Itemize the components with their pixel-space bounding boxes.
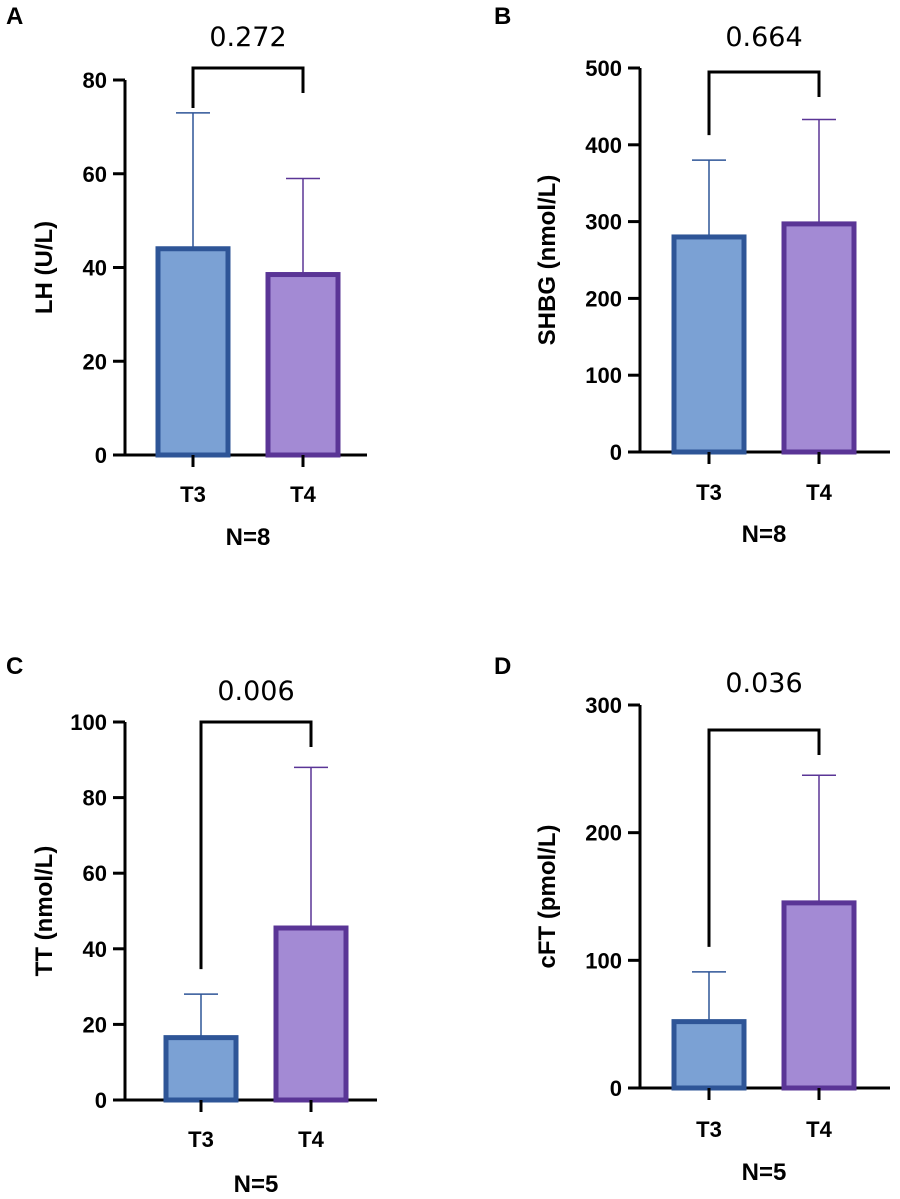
panel-d-letter: D — [494, 653, 511, 680]
panel-d-y-label: cFT (pmol/L) — [534, 825, 561, 969]
panel-b-significance-bracket — [707, 70, 821, 136]
panel-d-x-tick-label-t4: T4 — [806, 1117, 832, 1142]
panel-c-x-tick-label-t3: T3 — [188, 1127, 214, 1152]
panel-d-y-tick-label-2: 200 — [585, 821, 622, 846]
panel-a-x-label: N=8 — [226, 524, 271, 551]
panel-d-bar-t4 — [781, 900, 857, 1091]
panel-b-x-tick-label-t4: T4 — [806, 480, 832, 505]
panel-a-y-tick-label-3: 60 — [83, 162, 107, 187]
panel-a-y-tick-label-1: 20 — [83, 349, 107, 374]
panel-a-y-label: LH (U/L) — [31, 221, 58, 314]
panel-a-significance-bracket — [191, 66, 305, 108]
panel-b-y-tick-label-2: 200 — [585, 286, 622, 311]
panel-b-y-tick-label-3: 300 — [585, 210, 622, 235]
panel-a-y-tick-label-0: 0 — [95, 443, 107, 468]
panel-c-x-tick-label-t4: T4 — [298, 1127, 324, 1152]
panel-b-p-value: 0.664 — [725, 22, 802, 53]
panel-d-significance-bracket — [707, 728, 821, 947]
panel-b-letter: B — [494, 3, 511, 30]
panel-c-bar-t4 — [273, 925, 349, 1103]
panel-c-y-tick-label-2: 40 — [83, 937, 107, 962]
panel-b-y-tick-label-5: 500 — [585, 56, 622, 81]
panel-d-y-tick-label-0: 0 — [610, 1076, 622, 1101]
panel-c-bar-t3 — [163, 1035, 239, 1103]
panel-c-y-tick-label-4: 80 — [83, 786, 107, 811]
panel-c-y-tick-label-0: 0 — [95, 1088, 107, 1113]
panel-a-letter: A — [6, 3, 23, 30]
panel-a-x-tick-label-t4: T4 — [290, 482, 316, 507]
panel-a-bar-t3 — [155, 246, 231, 458]
panel-b-x-tick-label-t3: T3 — [696, 480, 722, 505]
panel-c-y-tick-label-1: 20 — [83, 1012, 107, 1037]
panel-b-bar-t3 — [671, 234, 747, 455]
panel-d-bar-t3 — [671, 1019, 747, 1091]
panel-a-y-tick-label-2: 40 — [83, 256, 107, 281]
panel-b-y-label: SHBG (nmol/L) — [534, 175, 561, 346]
panel-d-x-tick-label-t3: T3 — [696, 1117, 722, 1142]
panel-a-p-value: 0.272 — [209, 22, 286, 53]
panel-c-x-label: N=5 — [234, 1171, 279, 1198]
panel-c-letter: C — [6, 653, 23, 680]
panel-a-x-tick-label-t3: T3 — [180, 482, 206, 507]
panel-c-p-value: 0.006 — [217, 676, 294, 707]
panel-c-significance-bracket — [199, 720, 313, 970]
panel-c-y-label: TT (nmol/L) — [31, 846, 58, 977]
panel-d-y-tick-label-1: 100 — [585, 948, 622, 973]
panel-b-y-tick-label-0: 0 — [610, 440, 622, 465]
panel-c-y-tick-label-3: 60 — [83, 861, 107, 886]
panel-b-bar-t4 — [781, 221, 857, 455]
panel-a-bar-t4 — [265, 272, 341, 458]
panel-b-y-tick-label-4: 400 — [585, 133, 622, 158]
panel-b-y-tick-label-1: 100 — [585, 363, 622, 388]
panel-c-y-tick-label-5: 100 — [70, 710, 107, 735]
panel-d-x-label: N=5 — [742, 1159, 787, 1186]
panel-d-y-tick-label-3: 300 — [585, 693, 622, 718]
panel-b-x-label: N=8 — [742, 521, 787, 548]
panel-a-y-tick-label-4: 80 — [83, 68, 107, 93]
panel-d-p-value: 0.036 — [725, 668, 802, 699]
